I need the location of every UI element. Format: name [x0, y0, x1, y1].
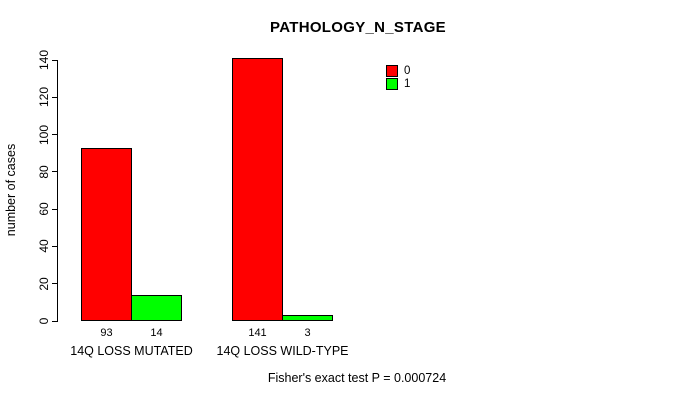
- y-tick-mark: [52, 59, 58, 61]
- category-label-14q-loss-mutated: 14Q LOSS MUTATED: [70, 344, 193, 358]
- bar-14q-loss-mutated-series-1: [131, 295, 182, 321]
- y-tick-mark: [52, 96, 58, 98]
- legend-row: 1: [386, 78, 410, 92]
- bar-value-label: 141: [248, 327, 267, 339]
- bar-14q-loss-wild-type-series-0: [232, 58, 283, 321]
- bar-14q-loss-wild-type-series-1: [282, 315, 333, 321]
- y-tick-label: 100: [37, 124, 51, 145]
- legend-label: 0: [404, 64, 411, 77]
- bar-value-label: 14: [150, 327, 163, 339]
- y-tick-mark: [52, 320, 58, 322]
- legend-row: 0: [386, 64, 410, 78]
- y-tick-label: 0: [37, 317, 51, 325]
- bar-14q-loss-mutated-series-0: [81, 148, 132, 321]
- y-tick-mark: [52, 283, 58, 285]
- y-tick-label: 20: [37, 277, 51, 291]
- y-axis-title: number of cases: [4, 143, 18, 237]
- legend-label: 1: [404, 78, 411, 91]
- y-tick-mark: [52, 245, 58, 247]
- y-tick-label: 60: [37, 202, 51, 216]
- y-tick-mark: [52, 171, 58, 173]
- bar-value-label: 3: [304, 327, 311, 339]
- y-tick-label: 120: [37, 87, 51, 108]
- y-tick-label: 140: [37, 49, 51, 71]
- y-tick-mark: [52, 208, 58, 210]
- y-tick-label: 80: [37, 165, 51, 179]
- y-axis-line: [57, 60, 58, 321]
- legend-swatch-icon: [386, 64, 398, 77]
- legend-swatch-icon: [386, 78, 398, 91]
- y-tick-mark: [52, 134, 58, 136]
- fisher-test-annotation: Fisher's exact test P = 0.000724: [267, 371, 447, 385]
- chart-title: PATHOLOGY_N_STAGE: [270, 19, 446, 36]
- category-label-14q-loss-wild-type: 14Q LOSS WILD-TYPE: [216, 344, 349, 358]
- bar-value-label: 93: [100, 327, 113, 339]
- y-tick-label: 40: [37, 239, 51, 254]
